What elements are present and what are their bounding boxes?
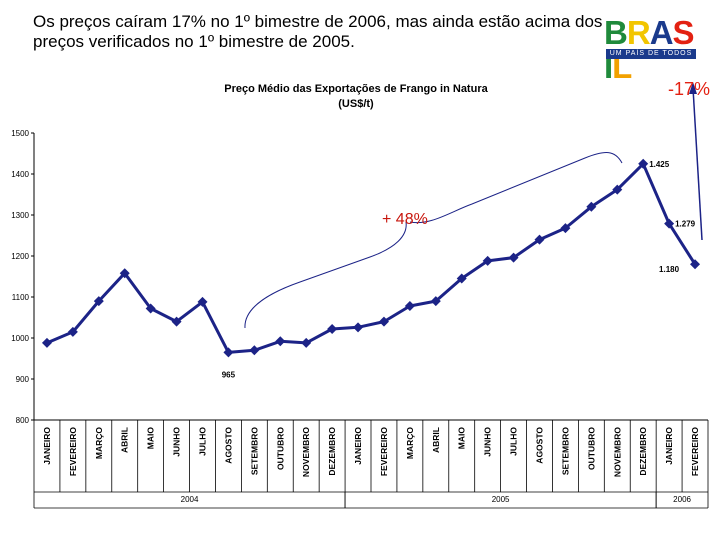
bracket-annotations: [244, 82, 703, 329]
headline-line-1: Os preços caíram 17% no 1º bimestre de 2…: [33, 12, 603, 31]
data-point: [41, 337, 52, 348]
chart-axes: 800 900 1000 1100 1200 1300 1400 1500 2004 2005 20…: [11, 129, 709, 509]
data-label: 1.425: [649, 160, 670, 169]
x-tick-label: OUTUBRO: [275, 427, 285, 470]
x-tick-label: FEVEREIRO: [68, 427, 78, 477]
data-point: [560, 223, 571, 234]
data-point: [171, 316, 182, 327]
logo-letter: B: [604, 14, 628, 51]
decrease-arrowhead: [689, 82, 697, 94]
data-point: [664, 218, 675, 229]
x-tick-label: ABRIL: [120, 427, 130, 453]
decrease-annotation: -17%: [668, 79, 711, 99]
headline: Os preços caíram 17% no 1º bimestre de 2…: [33, 12, 643, 52]
chart-series: [41, 158, 701, 358]
data-point: [301, 337, 312, 348]
y-tick-label: 1100: [12, 293, 30, 302]
x-tick-label: MAIO: [457, 427, 467, 450]
chart-subtitle: (US$/t): [338, 98, 374, 110]
x-tick-label: JANEIRO: [664, 427, 674, 465]
y-tick-label: 900: [16, 375, 30, 384]
data-point: [197, 296, 208, 307]
data-point: [430, 296, 441, 307]
x-tick-label: JANEIRO: [353, 427, 363, 465]
year-label: 2004: [181, 495, 199, 504]
data-label: 1.180: [659, 265, 680, 274]
x-tick-label: SETEMBRO: [560, 427, 570, 476]
data-label: 1.279: [675, 220, 696, 229]
data-point: [223, 347, 234, 358]
brasil-logo-tagline: UM PAÍS DE TODOS: [606, 49, 696, 59]
data-point: [404, 301, 415, 312]
x-tick-label: NOVEMBRO: [301, 427, 311, 477]
data-point: [67, 326, 78, 337]
logo-letter: A: [649, 14, 674, 51]
x-tick-label: MARÇO: [94, 427, 104, 459]
data-point: [586, 201, 597, 212]
x-tick-label: AGOSTO: [223, 427, 233, 464]
data-point: [638, 158, 649, 169]
data-point: [534, 234, 545, 245]
x-tick-label: MAIO: [146, 427, 156, 450]
brasil-logo: BRASIL UM PAÍS DE TODOS: [604, 14, 698, 84]
y-tick-label: 800: [16, 416, 30, 425]
data-point: [275, 336, 286, 347]
x-tick-label: NOVEMBRO: [612, 427, 622, 477]
data-point: [249, 345, 260, 356]
x-tick-label: JANEIRO: [42, 427, 52, 465]
x-tick-label: JULHO: [509, 427, 519, 456]
x-tick-label: MARÇO: [405, 427, 415, 459]
chart-title: Preço Médio das Exportações de Frango in…: [224, 83, 488, 95]
y-tick-label: 1200: [11, 252, 29, 261]
x-tick-label: JUNHO: [483, 427, 493, 457]
x-tick-label: DEZEMBRO: [327, 427, 337, 476]
x-tick-label: AGOSTO: [535, 427, 545, 464]
x-tick-label: FEVEREIRO: [379, 427, 389, 477]
increase-bracket-right: [409, 152, 623, 224]
data-point: [456, 273, 467, 284]
x-tick-label: FEVEREIRO: [690, 427, 700, 477]
x-tick-label: ABRIL: [431, 427, 441, 453]
data-point: [612, 184, 623, 195]
data-point: [93, 296, 104, 307]
x-tick-label: JULHO: [198, 427, 208, 456]
x-tick-label: JUNHO: [172, 427, 182, 457]
data-point: [508, 252, 519, 263]
data-point: [353, 322, 364, 333]
headline-line-2: preços verificados no 1º bimestre de 200…: [33, 32, 355, 51]
logo-letter: I: [604, 48, 613, 85]
decrease-arrow: [692, 87, 703, 241]
y-tick-label: 1500: [11, 129, 29, 138]
data-point: [482, 255, 493, 266]
y-tick-label: 1400: [11, 170, 29, 179]
year-label: 2006: [673, 495, 691, 504]
increase-bracket-left: [244, 221, 407, 329]
data-point: [378, 316, 389, 327]
series-line: [46, 162, 697, 354]
data-point: [119, 268, 130, 279]
y-tick-label: 1000: [11, 334, 29, 343]
y-tick-label: 1300: [11, 211, 29, 220]
x-tick-label: SETEMBRO: [249, 427, 259, 476]
logo-letter: S: [672, 14, 695, 51]
year-label: 2005: [492, 495, 510, 504]
x-tick-label: OUTUBRO: [586, 427, 596, 470]
chart-data-labels: 965 1.425 1.279 1.180: [222, 160, 696, 380]
data-point: [327, 323, 338, 334]
logo-letter: R: [626, 14, 651, 51]
data-point: [690, 259, 701, 270]
increase-annotation: + 48%: [382, 211, 428, 228]
data-label: 965: [222, 370, 236, 379]
x-tick-label: DEZEMBRO: [638, 427, 648, 476]
data-point: [145, 303, 156, 314]
